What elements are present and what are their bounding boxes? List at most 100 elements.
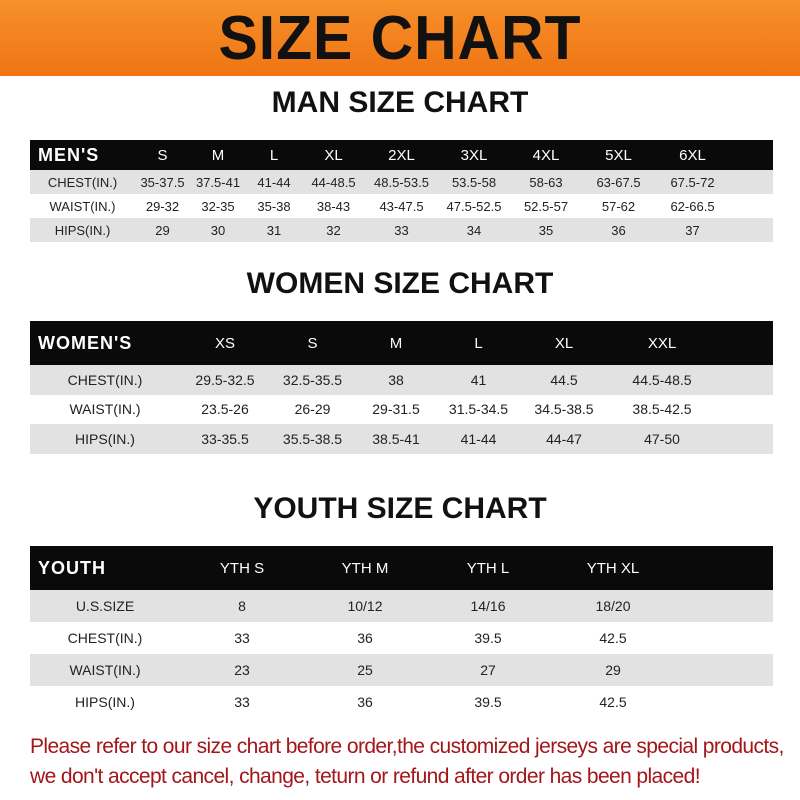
table-row: HIPS(IN.) 33-35.5 35.5-38.5 38.5-41 41-44 44-…	[30, 424, 773, 454]
table-row: WAIST(IN.) 23.5-26 26-29 29-31.5 31.5-34.5 34…	[30, 394, 773, 424]
row-label: HIPS(IN.)	[54, 222, 111, 238]
size-header: XL	[554, 334, 574, 352]
value-cell: 44.5-48.5	[632, 371, 692, 388]
value-cell: 44-48.5	[311, 174, 356, 190]
row-label: WAIST(IN.)	[69, 662, 141, 678]
value-cell: 39.5	[474, 694, 502, 710]
value-cell: 62-66.5	[670, 198, 715, 214]
table-row: WAIST(IN.) 23 25 27 29	[30, 654, 773, 686]
value-cell: 14/16	[470, 598, 506, 614]
size-header: L	[269, 146, 279, 164]
value-cell: 33	[234, 694, 250, 710]
value-cell: 27	[480, 662, 496, 678]
value-cell: 37	[685, 222, 700, 238]
value-cell: 58-63	[529, 174, 563, 190]
row-label: CHEST(IN.)	[47, 174, 118, 190]
value-cell: 34.5-38.5	[534, 401, 594, 418]
value-cell: 8	[238, 598, 246, 614]
value-cell: 32	[326, 222, 341, 238]
row-label: CHEST(IN.)	[67, 371, 143, 388]
value-cell: 42.5	[599, 630, 627, 646]
page-title: SIZE CHART	[218, 3, 582, 73]
value-cell: 47-50	[644, 430, 680, 447]
size-header: YTH S	[219, 559, 265, 577]
size-header: S	[157, 146, 168, 164]
value-cell: 31.5-34.5	[448, 401, 509, 418]
value-cell: 57-62	[601, 198, 636, 214]
value-cell: 18/20	[595, 598, 631, 614]
table-label: YOUTH	[38, 557, 106, 578]
value-cell: 10/12	[347, 598, 383, 614]
table-row: CHEST(IN.) 29.5-32.5 32.5-35.5 38 41 44.5 44.5…	[30, 365, 773, 395]
value-cell: 29	[155, 222, 170, 238]
value-cell: 38.5-42.5	[632, 401, 692, 418]
women-section-title: WOMEN SIZE CHART	[246, 267, 554, 300]
value-cell: 38-43	[316, 198, 351, 214]
value-cell: 43-47.5	[379, 198, 424, 214]
value-cell: 36	[357, 694, 373, 710]
value-cell: 44-47	[546, 430, 582, 447]
value-cell: 25	[357, 662, 373, 678]
value-cell: 34	[466, 222, 482, 238]
size-header: 3XL	[460, 146, 488, 164]
value-cell: 33-35.5	[201, 430, 249, 447]
value-cell: 29.5-32.5	[195, 371, 255, 388]
value-cell: 29-32	[145, 198, 180, 214]
value-cell: 38.5-41	[372, 430, 420, 447]
table-label: WOMEN'S	[38, 332, 133, 353]
note-line: we don't accept cancel, change, teturn o…	[30, 765, 701, 788]
youth-section-title: YOUTH SIZE CHART	[253, 492, 547, 525]
value-cell: 47.5-52.5	[446, 198, 502, 214]
value-cell: 32-35	[201, 198, 235, 214]
size-header: YTH M	[341, 559, 389, 577]
value-cell: 39.5	[474, 630, 502, 646]
table-row: CHEST(IN.) 35-37.5 37.5-41 41-44 44-48.5 48.5…	[30, 170, 773, 194]
size-header: 4XL	[532, 146, 560, 164]
header-row: MEN'S S M L XL 2XL 3XL 4XL 5XL 6XL	[30, 140, 773, 170]
value-cell: 29-31.5	[372, 401, 420, 418]
youth-size-table: YOUTH YTH S YTH M YTH L YTH XL U.S.SIZE 8 10/12…	[30, 546, 773, 718]
value-cell: 37.5-41	[195, 174, 241, 190]
table-row: HIPS(IN.) 33 36 39.5 42.5	[30, 686, 773, 718]
table-row: HIPS(IN.) 29 30 31 32 33 34 35 36 37	[30, 218, 773, 242]
value-cell: 35-37.5	[140, 174, 185, 190]
men-size-table: MEN'S S M L XL 2XL 3XL 4XL 5XL 6XL CHEST(IN.) 35-37…	[30, 140, 773, 242]
value-cell: 23.5-26	[201, 401, 249, 418]
row-label: WAIST(IN.)	[69, 401, 141, 418]
women-size-table: WOMEN'S XS S M L XL XXL CHEST(IN.) 29.5-32.5 32.5…	[30, 321, 773, 454]
value-cell: 41-44	[257, 174, 291, 190]
value-cell: 30	[210, 222, 226, 238]
header-row: WOMEN'S XS S M L XL XXL	[30, 321, 773, 365]
size-header: XXL	[647, 334, 677, 352]
size-header: YTH L	[466, 559, 510, 577]
size-header: 5XL	[605, 146, 632, 164]
size-header: 2XL	[388, 146, 415, 164]
table-row: WAIST(IN.) 29-32 32-35 35-38 38-43 43-47.5 47.…	[30, 194, 773, 218]
value-cell: 41	[470, 371, 487, 388]
value-cell: 33	[394, 222, 409, 238]
value-cell: 38	[388, 371, 404, 388]
value-cell: 36	[611, 222, 626, 238]
value-cell: 23	[234, 662, 250, 678]
row-label: U.S.SIZE	[75, 598, 135, 614]
size-header: YTH XL	[586, 559, 640, 577]
value-cell: 32.5-35.5	[282, 371, 343, 388]
value-cell: 52.5-57	[523, 198, 569, 214]
size-header: 6XL	[679, 146, 706, 164]
row-label: HIPS(IN.)	[75, 430, 135, 447]
size-header: XL	[324, 146, 343, 164]
value-cell: 41-44	[460, 430, 497, 447]
value-cell: 29	[605, 662, 621, 678]
banner: SIZE CHART	[0, 0, 800, 76]
value-cell: 44.5	[550, 371, 578, 388]
row-label: CHEST(IN.)	[67, 630, 143, 646]
row-label: HIPS(IN.)	[75, 694, 135, 710]
value-cell: 42.5	[599, 694, 627, 710]
value-cell: 33	[234, 630, 250, 646]
size-header: XS	[214, 334, 235, 352]
note-line: Please refer to our size chart before or…	[30, 735, 784, 758]
size-header: S	[307, 334, 318, 352]
value-cell: 36	[357, 630, 373, 646]
table-row: CHEST(IN.) 33 36 39.5 42.5	[30, 622, 773, 654]
size-header: M	[389, 334, 403, 352]
